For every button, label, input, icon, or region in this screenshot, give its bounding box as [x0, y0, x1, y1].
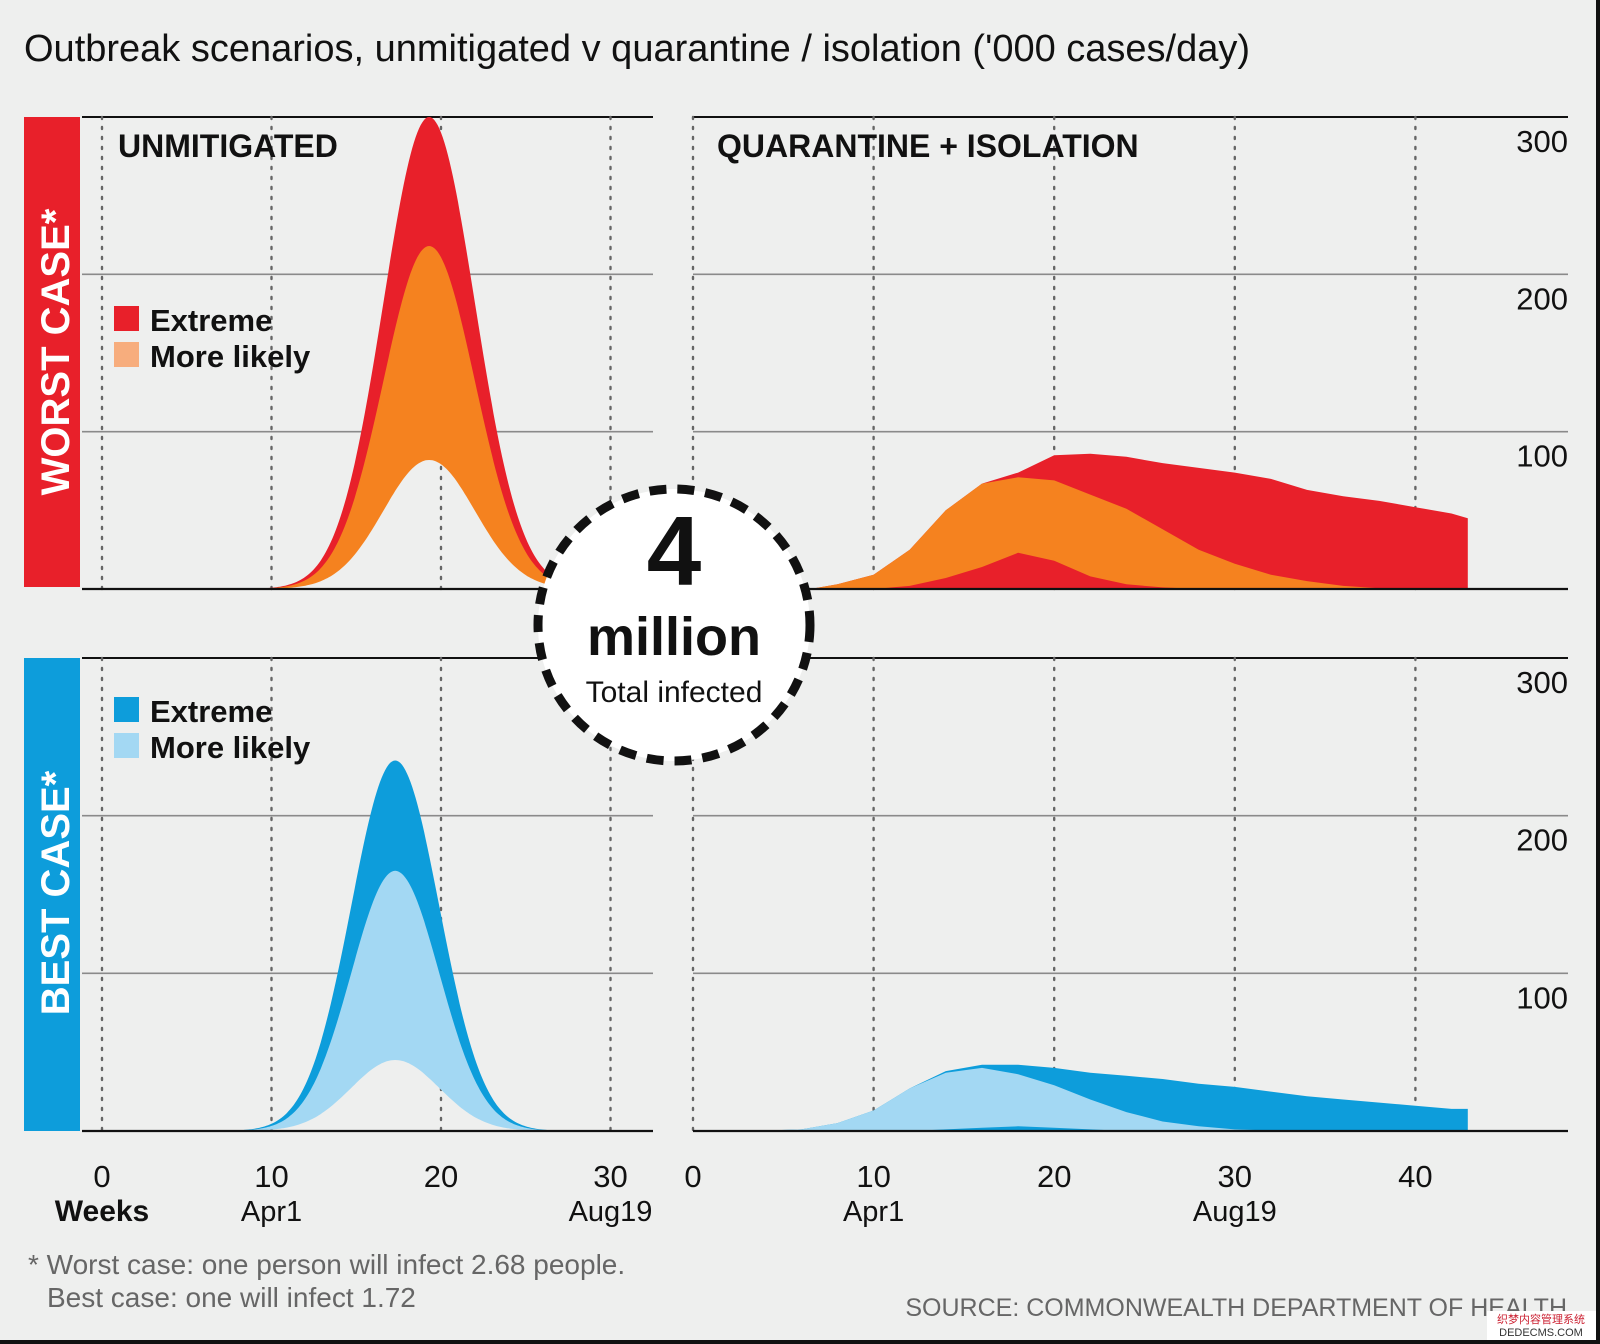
chart-title: Outbreak scenarios, unmitigated v quaran… [24, 28, 1250, 70]
legend-swatch-best-extreme [114, 697, 139, 722]
x-tick-label-left-30: 30 [593, 1159, 627, 1194]
area-worst-quarantine-more-likely [810, 477, 1389, 589]
legend-label-worst-likely: More likely [150, 339, 311, 374]
legend-label-best-likely: More likely [150, 730, 311, 765]
frame-border-right [1596, 0, 1600, 1344]
panel-title-unmitigated: UNMITIGATED [118, 128, 338, 164]
area-best-unmitigated-more-likely [102, 870, 645, 1131]
legend-label-best-extreme: Extreme [150, 694, 272, 729]
y-tick-label-worst-200: 200 [1516, 281, 1568, 316]
x-tick-label-right-40: 40 [1398, 1159, 1432, 1194]
callout-number: 4 [647, 496, 702, 606]
row-label-best-text: BEST CASE* [34, 770, 78, 1015]
date-label-right-Aug19: Aug19 [1193, 1196, 1277, 1228]
callout-caption: Total infected [586, 676, 763, 709]
callout-unit: million [587, 607, 761, 667]
callout-circle [533, 484, 815, 766]
y-tick-label-best-200: 200 [1516, 823, 1568, 858]
legend-swatch-worst-extreme [114, 306, 139, 331]
source-note: SOURCE: COMMONWEALTH DEPARTMENT OF HEALT… [905, 1294, 1567, 1322]
x-tick-label-left-0: 0 [93, 1159, 110, 1194]
watermark-box [1487, 1311, 1596, 1340]
area-series [102, 117, 1468, 1131]
area-worst-unmitigated-more-likely [102, 246, 645, 589]
date-label-left-Aug19: Aug19 [569, 1196, 653, 1228]
total-infected-callout: 4 million Total infected [533, 484, 815, 766]
gridlines [82, 116, 1568, 975]
y-tick-label-best-300: 300 [1516, 665, 1568, 700]
row-label-best-bar [24, 658, 80, 1131]
x-tick-label-right-10: 10 [856, 1159, 890, 1194]
watermark-line-2: DEDECMS.COM [1499, 1327, 1583, 1339]
area-best-quarantine-more-likely [747, 1067, 1307, 1131]
legend-worst: Extreme More likely [114, 303, 311, 374]
y-tick-label-best-100: 100 [1516, 980, 1568, 1015]
row-label-best: BEST CASE* [24, 658, 80, 1131]
baselines [82, 587, 1568, 1133]
x-tick-label-right-20: 20 [1037, 1159, 1071, 1194]
row-label-worst-text: WORST CASE* [34, 208, 78, 495]
x-tick-label-right-0: 0 [684, 1159, 701, 1194]
x-tick-label-left-20: 20 [424, 1159, 458, 1194]
row-label-worst: WORST CASE* [24, 117, 80, 587]
footnote-line-1: * Worst case: one person will infect 2.6… [28, 1249, 625, 1280]
y-tick-label-worst-300: 300 [1516, 124, 1568, 159]
legend-best: Extreme More likely [114, 694, 311, 765]
date-label-right-Apr1: Apr1 [843, 1196, 904, 1228]
y-axis-ticks: 100 200 300 100 200 300 [1516, 124, 1568, 1015]
frame-border-bottom [0, 1340, 1600, 1344]
legend-swatch-worst-likely [114, 342, 139, 367]
watermark-line-1: 织梦内容管理系统 [1497, 1312, 1585, 1326]
x-axis-ticks: 0 10 20 30 0 10 20 30 40 Apr1 Aug19 Apr1 Aug19 [93, 1159, 1432, 1228]
x-tick-label-left-10: 10 [254, 1159, 288, 1194]
x-axis-label: Weeks [55, 1195, 150, 1228]
y-tick-label-worst-100: 100 [1516, 439, 1568, 474]
date-label-left-Apr1: Apr1 [241, 1196, 302, 1228]
panel-title-quarantine: QUARANTINE + ISOLATION [717, 128, 1139, 164]
legend-label-worst-extreme: Extreme [150, 303, 272, 338]
x-tick-label-right-30: 30 [1218, 1159, 1252, 1194]
legend-swatch-best-likely [114, 733, 139, 758]
footnote-line-2: Best case: one will infect 1.72 [47, 1282, 416, 1313]
row-label-worst-bar [24, 117, 80, 587]
